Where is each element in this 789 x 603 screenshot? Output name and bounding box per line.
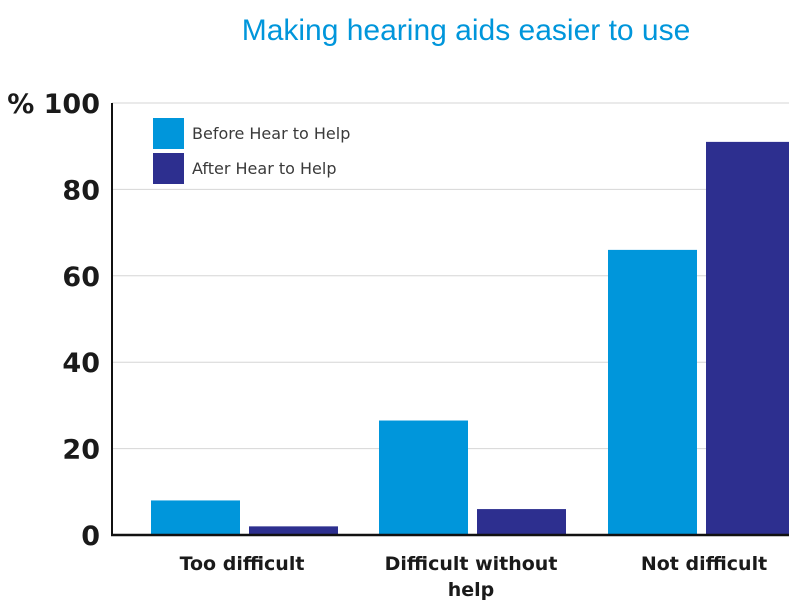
bar (379, 420, 468, 535)
legend-label: Before Hear to Help (192, 124, 350, 143)
legend-swatch (153, 118, 184, 149)
bar (706, 141, 789, 535)
y-tick-label: 80 (62, 175, 100, 206)
y-tick-label: 40 (62, 348, 100, 379)
y-tick-label: 0 (81, 521, 100, 552)
y-tick-label: 20 (62, 435, 100, 466)
bar (151, 500, 240, 535)
y-tick-labels: 0 20 40 60 80 % 100 (7, 89, 100, 552)
bar (477, 509, 566, 535)
x-category-label-line: Too difficult (180, 553, 305, 575)
x-category-labels: Too difficult Difficult without help Not di… (180, 553, 768, 601)
x-category-label: Difficult without help (385, 553, 558, 601)
bar (608, 249, 697, 535)
chart-title: Making hearing aids easier to use (242, 14, 691, 47)
x-category-label-line: help (448, 579, 495, 601)
bars (151, 141, 789, 535)
legend: Before Hear to Help After Hear to Help (153, 118, 350, 184)
legend-swatch (153, 153, 184, 184)
x-category-label-line: Not difficult (641, 553, 767, 575)
y-tick-label: 60 (62, 262, 100, 293)
axes (111, 103, 789, 537)
x-category-label: Too difficult (180, 553, 305, 575)
y-tick-label: % 100 (7, 89, 100, 120)
x-category-label: Not difficult (641, 553, 767, 575)
legend-label: After Hear to Help (192, 159, 336, 178)
x-category-label-line: Difficult without (385, 553, 558, 575)
bar (249, 526, 338, 535)
